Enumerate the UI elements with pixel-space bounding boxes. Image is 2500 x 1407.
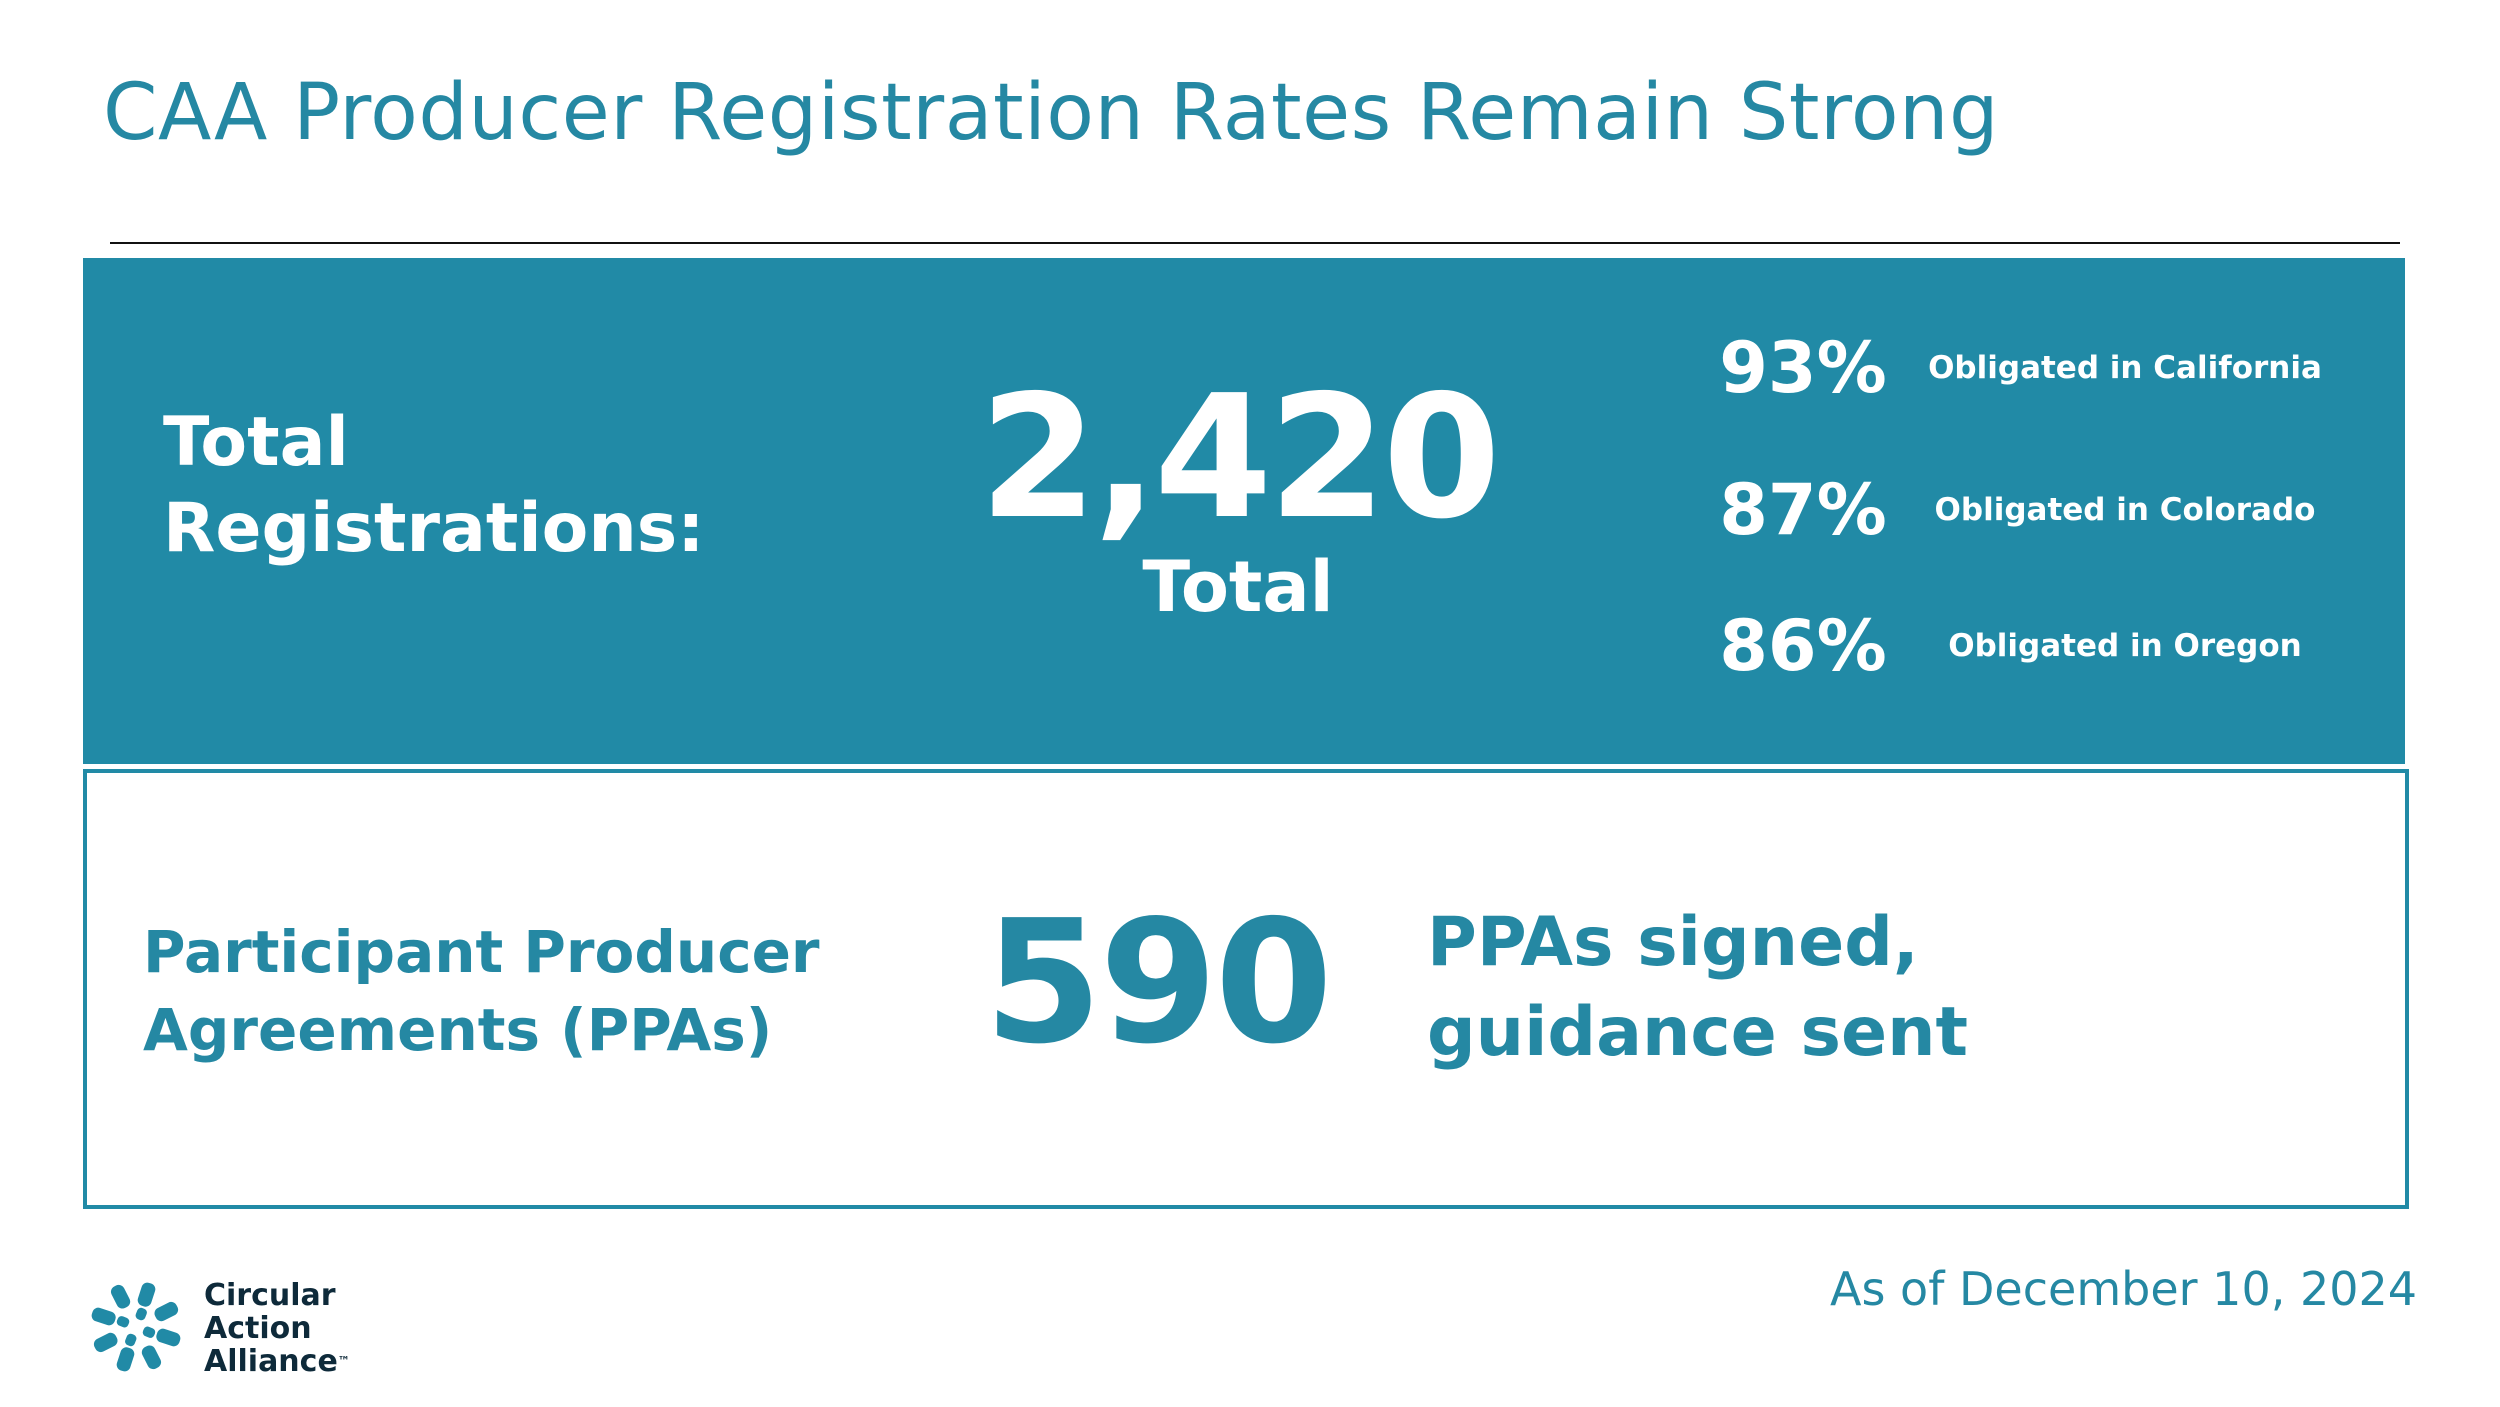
total-registrations-label-line1: Total — [163, 403, 349, 482]
stat-label: Obligated in Oregon — [1948, 628, 2302, 664]
page-title: CAA Producer Registration Rates Remain S… — [103, 68, 1999, 158]
logo-wordmark: Circular Action Alliance™ — [204, 1279, 350, 1378]
stat-colorado: 87% Obligated in Colorado — [1703, 465, 2343, 555]
ppa-description: PPAs signed, guidance sent — [1427, 898, 1968, 1078]
stat-percent: 93% — [1719, 327, 1887, 409]
registrations-panel: Total Registrations: 2,420 Total 93% Obl… — [83, 258, 2405, 764]
stat-label: Obligated in Colorado — [1934, 492, 2316, 528]
total-registrations-label: Total Registrations: — [163, 400, 704, 572]
ppa-panel: Participant Producer Agreements (PPAs) 5… — [83, 769, 2409, 1209]
logo-line2: Action — [204, 1311, 312, 1346]
as-of-date: As of December 10, 2024 — [1830, 1262, 2418, 1316]
title-divider — [110, 242, 2400, 244]
logo-line3: Alliance — [204, 1344, 338, 1379]
circular-logo-icon — [91, 1282, 181, 1372]
stat-percent: 87% — [1719, 469, 1887, 551]
ppa-description-line1: PPAs signed, — [1427, 903, 1919, 982]
logo-line1: Circular — [204, 1278, 336, 1313]
stat-california: 93% Obligated in California — [1703, 323, 2343, 413]
ppa-value: 590 — [984, 884, 1333, 1082]
stat-oregon: 86% Obligated in Oregon — [1703, 601, 2343, 691]
trademark-symbol: ™ — [337, 1354, 350, 1368]
ppa-description-line2: guidance sent — [1427, 993, 1968, 1072]
circular-action-alliance-logo: Circular Action Alliance™ — [84, 1275, 364, 1385]
total-registrations-value: 2,420 — [979, 359, 1501, 557]
stat-percent: 86% — [1719, 605, 1887, 687]
ppa-label: Participant Producer Agreements (PPAs) — [143, 913, 820, 1069]
stat-label: Obligated in California — [1928, 350, 2322, 386]
total-registrations-label-line2: Registrations: — [163, 489, 705, 568]
ppa-label-line2: Agreements (PPAs) — [143, 996, 773, 1064]
total-registrations-caption: Total — [1142, 546, 1334, 628]
ppa-label-line1: Participant Producer — [143, 918, 820, 986]
